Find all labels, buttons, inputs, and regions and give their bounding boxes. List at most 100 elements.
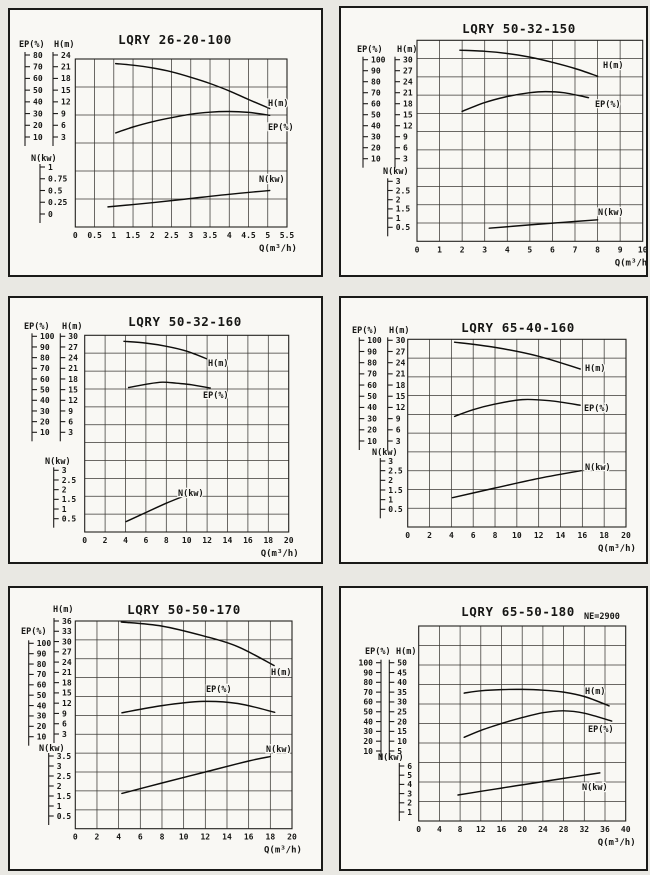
curve-h (453, 341, 581, 370)
svg-text:50: 50 (363, 708, 373, 717)
plot-grid (84, 334, 290, 533)
svg-text:12: 12 (534, 531, 544, 540)
svg-text:8: 8 (160, 833, 165, 842)
svg-text:18: 18 (68, 375, 78, 384)
svg-text:100: 100 (359, 659, 374, 668)
svg-text:8: 8 (493, 531, 498, 540)
svg-text:80: 80 (40, 353, 50, 362)
svg-text:100: 100 (37, 639, 52, 648)
svg-text:21: 21 (62, 668, 72, 677)
svg-text:3: 3 (62, 466, 67, 475)
svg-text:27: 27 (403, 67, 413, 76)
axis-header-ep: EP(%) (357, 45, 383, 55)
svg-text:90: 90 (367, 347, 377, 356)
axis-header-n: N(kw) (378, 753, 404, 763)
svg-text:4: 4 (227, 231, 232, 240)
axis-header-h: H(m) (62, 322, 82, 332)
svg-text:21: 21 (396, 370, 406, 379)
x-axis-unit-label: Q(m³/h) (259, 244, 297, 254)
svg-text:14: 14 (556, 531, 566, 540)
svg-text:90: 90 (40, 343, 50, 352)
curve-label-n: N(kw) (259, 175, 285, 185)
axis-n: 32.521.510.5 N(kw) (383, 167, 410, 237)
svg-text:6: 6 (407, 762, 412, 771)
svg-text:1: 1 (111, 231, 116, 240)
svg-text:2: 2 (388, 476, 393, 485)
svg-text:25: 25 (397, 708, 407, 717)
svg-text:16: 16 (578, 531, 588, 540)
svg-text:6: 6 (143, 536, 148, 545)
chart-lqry-65-50-180: LQRY 65-50-180 NE=29001009080706050403020… (359, 604, 636, 848)
svg-text:6: 6 (471, 531, 476, 540)
x-axis: 0 2 4 6 8 10 12 14 16 18 20 Q(m³/h) (82, 536, 298, 559)
svg-text:3: 3 (396, 177, 401, 186)
svg-text:2: 2 (57, 782, 62, 791)
svg-text:3.5: 3.5 (57, 752, 72, 761)
x-axis-unit-label: Q(m³/h) (598, 838, 636, 848)
svg-text:20: 20 (517, 825, 527, 834)
svg-text:4: 4 (123, 536, 128, 545)
axis-h: 24 21 18 15 12 9 6 3 H(m) (52, 40, 74, 146)
x-axis-unit-label: Q(m³/h) (261, 549, 299, 559)
svg-text:3: 3 (62, 730, 67, 739)
axis-h: 30 27 24 21 18 15 12 9 6 3 H(m) (387, 326, 409, 450)
curve-ep (463, 710, 613, 739)
svg-text:5: 5 (407, 771, 412, 780)
curve-label-ep: EP(%) (584, 404, 610, 414)
axis-n: 32.521.510.5 N(kw) (45, 457, 76, 528)
plot-grid (418, 625, 627, 822)
axis-n: 3.532.521.510.5 N(kw) (39, 744, 71, 825)
svg-text:12: 12 (202, 536, 212, 545)
curve-ep (127, 381, 211, 389)
svg-text:40: 40 (397, 678, 407, 687)
svg-text:20: 20 (33, 121, 43, 130)
svg-text:30: 30 (403, 56, 413, 65)
axis-header-ep: EP(%) (21, 627, 47, 637)
svg-text:0.5: 0.5 (87, 231, 102, 240)
svg-text:5: 5 (527, 245, 532, 254)
svg-text:3: 3 (68, 428, 73, 437)
svg-text:2: 2 (460, 245, 465, 254)
svg-text:12: 12 (200, 833, 210, 842)
svg-text:1: 1 (62, 505, 67, 514)
x-axis: 0 2 4 6 8 10 12 14 16 18 20 Q(m³/h) (73, 833, 302, 856)
curve-ep (114, 110, 271, 134)
svg-text:20: 20 (37, 722, 47, 731)
svg-text:60: 60 (37, 681, 47, 690)
svg-text:60: 60 (33, 74, 43, 83)
x-axis-unit-label: Q(m³/h) (264, 846, 302, 856)
axis-header-ep: EP(%) (24, 322, 50, 332)
axis-header-h: H(m) (397, 45, 417, 55)
axis-header-ep: EP(%) (19, 40, 45, 50)
svg-text:14: 14 (222, 833, 232, 842)
axis-header-n: N(kw) (45, 457, 71, 467)
axis-ep: 80 70 60 50 40 30 20 10 EP(%) (19, 40, 45, 146)
curve-ep (461, 90, 590, 113)
svg-text:9: 9 (68, 407, 73, 416)
svg-text:40: 40 (367, 403, 377, 412)
svg-text:15: 15 (396, 392, 406, 401)
svg-text:6: 6 (138, 833, 143, 842)
svg-text:0: 0 (405, 531, 410, 540)
svg-text:40: 40 (371, 122, 381, 131)
svg-text:4.5: 4.5 (241, 231, 256, 240)
svg-text:80: 80 (33, 51, 43, 60)
curve-ep (121, 700, 276, 714)
curve-label-h: H(m) (208, 359, 228, 369)
axis-header-n: N(kw) (31, 154, 57, 164)
svg-text:2: 2 (396, 196, 401, 205)
svg-text:20: 20 (40, 417, 50, 426)
svg-text:40: 40 (33, 98, 43, 107)
svg-text:10: 10 (182, 536, 192, 545)
curve-n (488, 219, 599, 229)
svg-text:3: 3 (403, 155, 408, 164)
svg-text:21: 21 (68, 364, 78, 373)
svg-text:30: 30 (33, 109, 43, 118)
svg-text:30: 30 (397, 698, 407, 707)
svg-text:3: 3 (388, 457, 393, 466)
svg-text:5: 5 (265, 231, 270, 240)
svg-text:20: 20 (363, 737, 373, 746)
svg-text:3: 3 (61, 133, 66, 142)
